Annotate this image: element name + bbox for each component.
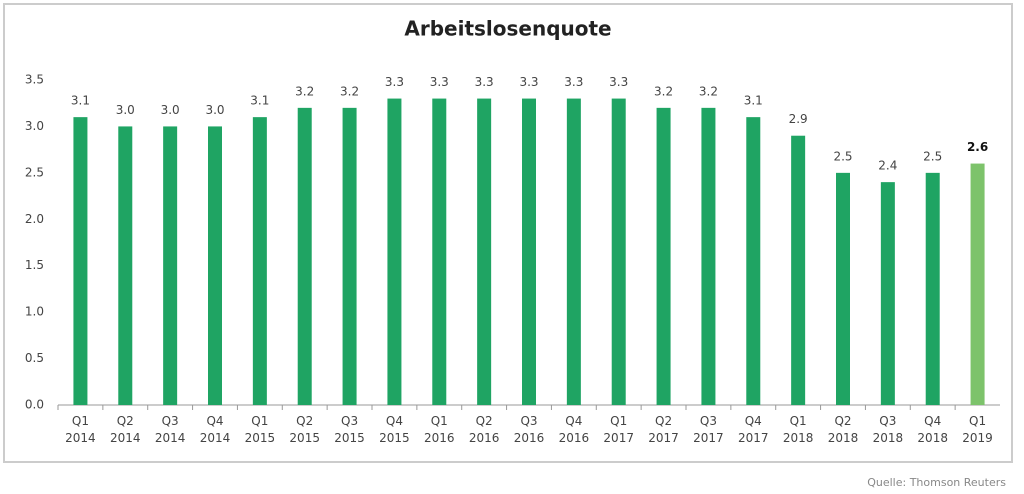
bar xyxy=(118,126,133,405)
x-tick-label: Q4 2014 xyxy=(199,414,231,445)
value-label: 3.2 xyxy=(654,84,673,98)
x-tick-label: Q3 2016 xyxy=(513,414,545,445)
bar xyxy=(522,98,536,406)
value-label: 3.2 xyxy=(699,84,718,98)
x-tick-label: Q1 2014 xyxy=(65,414,96,445)
y-tick-label: 1.5 xyxy=(25,258,44,272)
x-tick-label: Q3 2015 xyxy=(334,414,365,445)
value-label: 2.5 xyxy=(833,149,852,163)
x-tick-label: Q1 2018 xyxy=(782,414,814,445)
bar xyxy=(297,107,312,405)
value-label: 3.1 xyxy=(744,94,763,108)
bar xyxy=(925,172,940,405)
bar xyxy=(970,163,985,405)
x-tick-label: Q2 2017 xyxy=(648,414,679,445)
bar xyxy=(163,126,178,405)
value-label: 3.3 xyxy=(519,75,538,89)
value-label: 2.5 xyxy=(923,149,942,163)
frame xyxy=(3,3,1013,463)
x-tick-label: Q2 2014 xyxy=(110,414,141,445)
value-label: 3.3 xyxy=(564,75,583,89)
value-label: 3.0 xyxy=(205,103,224,117)
value-label: 3.0 xyxy=(116,103,135,117)
value-label: 3.3 xyxy=(609,75,628,89)
x-tick-label: Q1 2015 xyxy=(244,414,276,445)
value-label: 2.6 xyxy=(967,140,988,154)
x-tick-label: Q2 2016 xyxy=(468,414,500,445)
bar xyxy=(477,98,492,406)
value-label: 3.2 xyxy=(340,84,359,98)
bar xyxy=(701,107,716,405)
bar xyxy=(432,98,447,406)
bar xyxy=(208,126,222,405)
value-label: 2.4 xyxy=(878,159,897,173)
y-tick-label: 0.5 xyxy=(25,351,44,365)
y-tick-label: 2.5 xyxy=(25,165,44,179)
x-tick-label: Q2 2015 xyxy=(289,414,320,445)
bar xyxy=(252,117,267,406)
value-label: 3.1 xyxy=(250,94,269,108)
value-label: 3.3 xyxy=(430,75,449,89)
x-tick-label: Q4 2017 xyxy=(738,414,769,445)
y-tick-label: 1.0 xyxy=(25,305,44,319)
y-tick-label: 3.0 xyxy=(25,119,44,133)
bar xyxy=(791,135,806,405)
x-tick-label: Q3 2014 xyxy=(154,414,186,445)
y-tick-label: 2.0 xyxy=(25,212,44,226)
value-label: 3.2 xyxy=(295,84,314,98)
x-tick-label: Q2 2018 xyxy=(827,414,859,445)
bar xyxy=(656,107,671,405)
bar xyxy=(836,172,850,405)
value-label: 3.0 xyxy=(161,103,180,117)
value-label: 3.3 xyxy=(475,75,494,89)
bar xyxy=(880,182,895,405)
x-tick-label: Q1 2017 xyxy=(603,414,634,445)
chart-title: Arbeitslosenquote xyxy=(404,17,611,41)
value-label: 3.3 xyxy=(385,75,404,89)
y-tick-label: 0.0 xyxy=(25,398,44,412)
bar xyxy=(342,107,357,405)
value-label: 3.1 xyxy=(71,94,90,108)
bar xyxy=(73,117,88,406)
x-tick-label: Q3 2018 xyxy=(872,414,904,445)
x-tick-label: Q4 2016 xyxy=(558,414,590,445)
x-tick-label: Q1 2016 xyxy=(424,414,455,445)
source-note: Quelle: Thomson Reuters xyxy=(867,476,1006,489)
x-tick-label: Q4 2018 xyxy=(917,414,948,445)
bar xyxy=(566,98,581,406)
bar xyxy=(746,117,761,406)
x-tick-label: Q3 2017 xyxy=(693,414,724,445)
bar xyxy=(611,98,626,406)
x-tick-label: Q1 2019 xyxy=(962,414,993,445)
bar xyxy=(387,98,402,406)
x-tick-label: Q4 2015 xyxy=(379,414,410,445)
y-tick-label: 3.5 xyxy=(25,73,44,87)
value-label: 2.9 xyxy=(789,112,808,126)
